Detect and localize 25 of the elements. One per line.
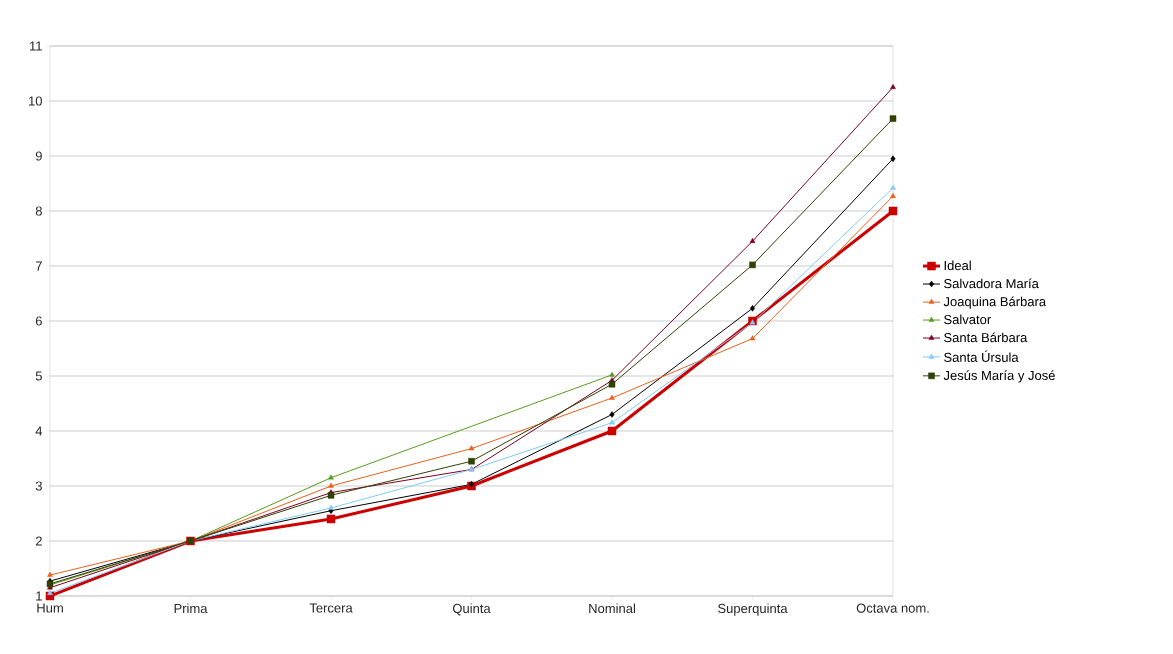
y-tick-label: 1 [36,591,42,601]
y-tick-label: 11 [29,41,42,51]
x-tick-label: Quinta [452,603,491,616]
y-tick-label: 3 [35,481,42,491]
y-tick-label: 9 [35,151,42,161]
legend-label: Ideal [944,260,971,271]
x-tick-label: Superquinta [718,603,788,616]
legend-label: Salvator [944,314,991,325]
y-tick-label: 6 [35,316,42,326]
x-tick-label: Tercera [309,603,353,613]
legend-label: Jesús María y José [943,370,1055,383]
y-tick-label: 10 [29,96,42,106]
legend-label: Salvadora María [944,278,1039,289]
legend-label: Santa Bárbara [944,332,1028,343]
y-tick-label: 5 [35,371,42,381]
x-tick-label: Hum [37,603,63,613]
y-tick-label: 2 [35,536,42,546]
y-tick-label: 7 [35,261,42,271]
y-tick-label: 8 [35,206,42,216]
legend-label: Joaquina Bárbara [943,296,1047,309]
x-tick-label: Nominal [589,603,635,614]
x-tick-label: Prima [174,603,208,614]
legend-label: Santa Úrsula [944,350,1019,362]
y-tick-label: 4 [35,426,43,436]
x-tick-label: Octava nom. [856,603,929,613]
